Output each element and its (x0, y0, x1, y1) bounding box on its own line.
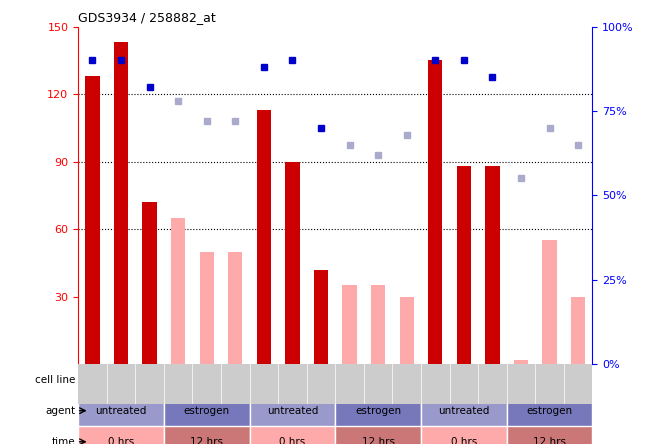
Bar (571, 297, 585, 364)
Bar (200, 252, 214, 364)
Bar (371, 285, 385, 364)
Text: 0 hrs: 0 hrs (108, 437, 134, 444)
Bar (78, 364, 249, 395)
Text: agent: agent (45, 406, 76, 416)
Bar (506, 395, 592, 426)
Bar (249, 364, 421, 395)
Text: estrogen: estrogen (355, 406, 401, 416)
Bar (85, 76, 100, 364)
Text: untreated: untreated (267, 406, 318, 416)
Text: 0 hrs: 0 hrs (279, 437, 305, 444)
Bar (542, 240, 557, 364)
Bar (335, 395, 421, 426)
Bar (171, 218, 186, 364)
Text: 0 hrs: 0 hrs (450, 437, 477, 444)
Text: 12 hrs: 12 hrs (361, 437, 395, 444)
Text: cell line: cell line (35, 375, 76, 385)
Bar (164, 426, 249, 444)
Bar (78, 426, 164, 444)
Text: estrogen: estrogen (184, 406, 230, 416)
Text: GDS3934 / 258882_at: GDS3934 / 258882_at (78, 11, 216, 24)
Bar (249, 426, 335, 444)
Text: estrogen: estrogen (527, 406, 573, 416)
Text: untreated: untreated (438, 406, 490, 416)
Bar (421, 395, 506, 426)
Text: untreated: untreated (95, 406, 146, 416)
Bar (514, 360, 528, 364)
Bar (342, 285, 357, 364)
Text: 12 hrs: 12 hrs (533, 437, 566, 444)
Text: time: time (51, 437, 76, 444)
Bar (506, 426, 592, 444)
Bar (457, 166, 471, 364)
Text: 12 hrs: 12 hrs (190, 437, 223, 444)
Bar (228, 252, 242, 364)
Bar (249, 395, 335, 426)
Bar (114, 42, 128, 364)
Bar (314, 270, 328, 364)
Text: SND1 transformed: SND1 transformed (458, 375, 555, 385)
Bar (164, 395, 249, 426)
Bar (143, 202, 157, 364)
Bar (256, 110, 271, 364)
Bar (421, 364, 592, 395)
Bar (421, 426, 506, 444)
Bar (335, 426, 421, 444)
Text: VND6 transformed: VND6 transformed (286, 375, 384, 385)
Bar (78, 395, 164, 426)
Bar (400, 297, 414, 364)
Bar (285, 162, 299, 364)
Bar (428, 60, 443, 364)
Text: wild type control: wild type control (120, 375, 208, 385)
Bar (485, 166, 499, 364)
